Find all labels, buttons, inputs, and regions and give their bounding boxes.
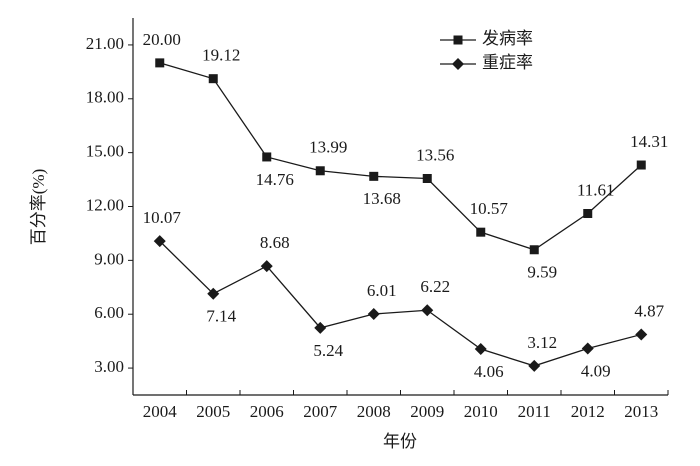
marker — [528, 359, 541, 372]
x-tick-label: 2007 — [303, 402, 338, 421]
series-line — [159, 62, 642, 251]
marker — [635, 328, 648, 341]
marker — [207, 287, 220, 300]
marker — [367, 308, 380, 321]
data-label: 9.59 — [527, 263, 557, 282]
y-tick-label: 21.00 — [86, 34, 124, 53]
data-label: 19.12 — [202, 46, 240, 65]
data-label: 13.56 — [416, 145, 454, 164]
marker — [155, 58, 165, 68]
marker — [153, 235, 166, 248]
x-tick-label: 2010 — [464, 402, 498, 421]
data-label: 4.87 — [634, 301, 664, 320]
marker — [476, 227, 486, 237]
marker — [529, 245, 539, 255]
x-axis-label: 年份 — [383, 432, 417, 451]
x-tick-label: 2011 — [518, 402, 551, 421]
marker — [314, 321, 327, 334]
x-tick-label: 2008 — [357, 402, 391, 421]
data-label: 6.22 — [420, 277, 450, 296]
data-label: 6.01 — [367, 281, 397, 300]
x-tick-label: 2009 — [410, 402, 444, 421]
data-label: 14.76 — [256, 170, 294, 189]
marker — [452, 58, 464, 70]
y-tick-label: 15.00 — [86, 142, 124, 161]
marker — [260, 260, 273, 273]
x-tick-label: 2005 — [196, 402, 230, 421]
marker — [583, 209, 593, 219]
data-label: 3.12 — [527, 333, 557, 352]
marker — [474, 343, 487, 356]
marker — [262, 152, 272, 162]
marker — [581, 342, 594, 355]
marker — [421, 304, 434, 317]
legend-label: 重症率 — [482, 53, 533, 72]
data-label: 11.61 — [577, 180, 615, 199]
data-label: 4.09 — [581, 361, 611, 380]
y-tick-label: 12.00 — [86, 195, 124, 214]
y-tick-label: 9.00 — [94, 249, 124, 268]
data-label: 10.57 — [470, 199, 509, 218]
data-label: 7.14 — [206, 307, 236, 326]
marker — [453, 35, 463, 45]
y-tick-label: 18.00 — [86, 88, 124, 107]
series-line — [159, 240, 642, 367]
data-label: 4.06 — [474, 362, 504, 381]
x-tick-label: 2006 — [250, 402, 284, 421]
marker — [636, 160, 646, 170]
x-tick-label: 2013 — [624, 402, 658, 421]
x-tick-label: 2004 — [143, 402, 178, 421]
data-label: 13.99 — [309, 138, 347, 157]
marker — [369, 171, 379, 181]
legend-label: 发病率 — [482, 29, 533, 48]
data-label: 5.24 — [313, 341, 343, 360]
x-tick-label: 2012 — [571, 402, 605, 421]
marker — [422, 173, 432, 183]
marker — [208, 74, 218, 84]
data-label: 8.68 — [260, 233, 290, 252]
data-label: 10.07 — [143, 208, 182, 227]
y-axis-label: 百分率(%) — [29, 169, 48, 245]
y-tick-label: 6.00 — [94, 303, 124, 322]
data-label: 13.68 — [363, 189, 401, 208]
y-tick-label: 3.00 — [94, 357, 124, 376]
marker — [315, 166, 325, 176]
data-label: 20.00 — [143, 30, 181, 49]
data-label: 14.31 — [630, 132, 668, 151]
